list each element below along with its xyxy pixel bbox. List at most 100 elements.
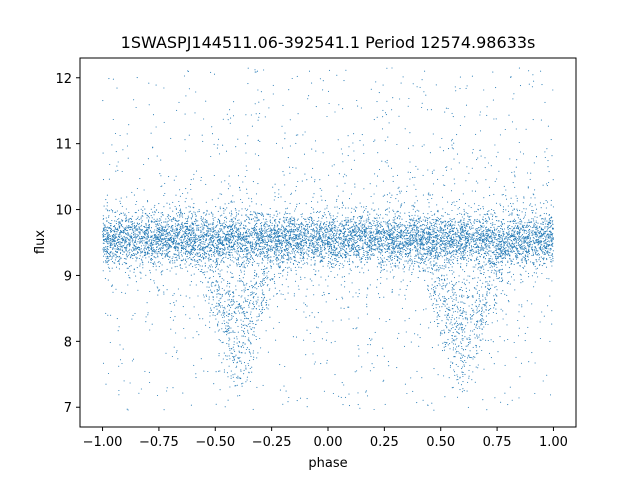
data-point <box>191 221 193 223</box>
data-point <box>271 224 273 227</box>
data-point <box>171 220 173 223</box>
data-point <box>362 256 364 258</box>
data-point <box>121 362 123 365</box>
data-point <box>237 138 239 140</box>
data-point <box>511 213 513 215</box>
data-point <box>218 289 220 292</box>
data-point <box>104 233 106 236</box>
data-point <box>386 67 388 69</box>
data-point <box>388 207 390 209</box>
data-point <box>192 237 194 239</box>
data-point <box>446 250 448 253</box>
data-point <box>183 241 185 243</box>
data-point <box>373 119 375 121</box>
data-point <box>453 158 455 160</box>
data-point <box>304 304 307 306</box>
data-point <box>526 239 528 241</box>
data-point <box>104 235 106 237</box>
data-point <box>170 227 172 229</box>
data-point <box>155 225 157 227</box>
data-point <box>329 230 331 232</box>
data-point <box>304 239 306 241</box>
data-point <box>415 235 417 237</box>
data-point <box>142 212 144 214</box>
data-point <box>281 235 283 237</box>
data-point <box>520 223 522 225</box>
data-point <box>507 300 509 302</box>
data-point <box>533 249 535 251</box>
data-point <box>253 252 255 254</box>
data-point <box>112 230 114 232</box>
data-point <box>176 236 178 238</box>
data-point <box>475 228 477 230</box>
data-point <box>482 206 484 208</box>
data-point <box>454 231 457 233</box>
data-point <box>233 261 235 263</box>
data-point <box>320 254 322 256</box>
data-point <box>125 250 127 252</box>
data-point <box>158 203 160 205</box>
data-point <box>147 252 149 254</box>
data-point <box>190 253 192 255</box>
data-point <box>337 251 339 253</box>
data-point <box>187 258 189 260</box>
data-point <box>366 313 368 315</box>
data-point <box>312 257 314 259</box>
data-point <box>222 118 224 120</box>
data-point <box>392 262 394 264</box>
data-point <box>202 222 204 224</box>
data-point <box>376 222 378 224</box>
data-point <box>528 253 530 255</box>
data-point <box>228 254 230 256</box>
data-point <box>379 243 381 245</box>
data-point <box>492 240 494 242</box>
data-point <box>447 233 449 235</box>
data-point <box>373 222 375 224</box>
data-point <box>186 261 188 263</box>
data-point <box>529 178 531 180</box>
data-point <box>249 205 251 207</box>
data-point <box>204 221 206 223</box>
data-point <box>537 240 539 242</box>
data-point <box>508 253 510 255</box>
data-point <box>227 399 229 401</box>
data-point <box>495 118 497 120</box>
data-point <box>403 246 405 248</box>
data-point <box>524 240 527 242</box>
data-point <box>445 245 447 247</box>
data-point <box>390 266 392 268</box>
data-point <box>283 221 285 223</box>
data-point <box>232 221 234 223</box>
data-point <box>356 241 359 243</box>
data-point <box>102 229 104 231</box>
data-point <box>280 239 282 241</box>
data-point <box>363 252 365 254</box>
data-point <box>402 251 404 253</box>
data-point <box>143 251 145 253</box>
data-point <box>533 220 535 222</box>
data-point <box>250 114 252 116</box>
data-point <box>160 222 163 224</box>
data-point <box>249 261 251 263</box>
data-point <box>300 231 302 233</box>
data-point <box>412 238 414 240</box>
data-point <box>163 239 165 241</box>
data-point <box>443 221 445 223</box>
data-point <box>427 169 429 171</box>
data-point <box>304 231 306 233</box>
data-point <box>273 199 275 201</box>
data-point <box>457 255 459 258</box>
data-point <box>398 226 400 228</box>
data-point <box>219 219 221 221</box>
data-point <box>501 262 503 264</box>
data-point <box>243 260 245 262</box>
data-point <box>387 223 389 225</box>
data-point <box>421 106 423 109</box>
data-point <box>438 234 440 236</box>
data-point <box>532 233 534 235</box>
data-point <box>406 185 408 187</box>
data-point <box>355 206 357 208</box>
data-point <box>190 252 192 254</box>
data-point <box>310 213 312 215</box>
data-point <box>189 239 191 241</box>
